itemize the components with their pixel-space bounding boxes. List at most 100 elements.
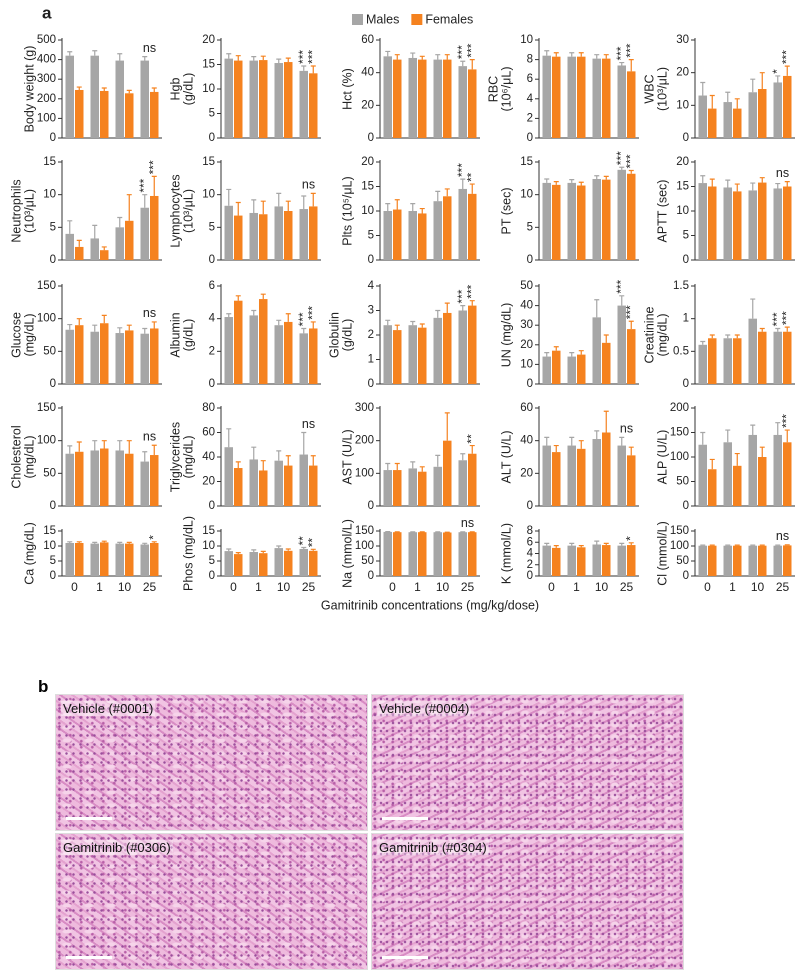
y-axis-label: Cl (mmol/L) — [655, 521, 669, 586]
y-tick-label: 0 — [50, 570, 56, 582]
error-bar — [544, 542, 550, 546]
bar — [115, 543, 124, 576]
bar — [708, 186, 717, 260]
error-bar — [394, 324, 400, 331]
error-bar — [594, 54, 600, 59]
image-label: Vehicle (#0001) — [61, 701, 156, 716]
y-tick-label: 4 — [368, 280, 375, 292]
error-bar — [301, 65, 307, 71]
error-bar — [750, 78, 756, 93]
bar — [249, 315, 258, 384]
error-bar — [628, 59, 634, 72]
error-bar — [759, 327, 765, 332]
bar — [150, 455, 159, 506]
bar — [383, 211, 392, 260]
bar — [249, 60, 258, 138]
x-tick-label: 0 — [71, 580, 78, 594]
y-tick-label: 150 — [670, 427, 689, 439]
bar — [90, 55, 99, 138]
error-bar — [578, 181, 584, 186]
error-bar — [444, 412, 450, 441]
y-tick-label: 0 — [527, 132, 533, 144]
y-tick-label: 60 — [520, 402, 533, 414]
bar — [393, 330, 402, 384]
error-bar — [260, 293, 266, 300]
y-tick-label: 60 — [361, 34, 374, 46]
y-tick-label: 100 — [670, 540, 689, 552]
bar — [115, 333, 124, 384]
error-bar — [142, 451, 148, 462]
error-bar — [117, 216, 123, 228]
bar — [234, 468, 243, 506]
error-bar — [67, 220, 73, 234]
bar — [723, 187, 732, 260]
y-axis-label: (10³/μL) — [22, 189, 36, 233]
error-bar — [784, 65, 790, 76]
error-bar — [709, 458, 715, 470]
error-bar — [419, 323, 425, 328]
y-tick-label: 15 — [202, 156, 215, 168]
y-tick-label: 0 — [527, 570, 533, 582]
y-axis-label: WBC — [642, 74, 656, 103]
error-bar — [101, 540, 107, 543]
error-bar — [235, 55, 241, 61]
bar — [65, 55, 74, 138]
y-tick-label: 5 — [368, 230, 374, 242]
bar — [393, 532, 402, 576]
x-tick-label: 25 — [620, 580, 634, 594]
error-bar — [394, 199, 400, 210]
significance-mark: *** — [623, 305, 637, 319]
bar — [773, 331, 782, 384]
significance-mark: ns — [461, 516, 474, 530]
image-label: Gamitrinib (#0304) — [377, 840, 489, 855]
bar — [627, 545, 636, 576]
bar — [274, 325, 283, 384]
error-bar — [117, 440, 123, 451]
error-bar — [142, 56, 148, 61]
bar — [783, 545, 792, 576]
bar — [299, 209, 308, 260]
y-tick-label: 300 — [355, 402, 374, 414]
error-bar — [544, 50, 550, 56]
y-tick-label: 40 — [361, 67, 374, 79]
error-bar — [101, 314, 107, 324]
y-tick-label: 400 — [37, 54, 56, 66]
bar — [65, 329, 74, 384]
error-bar — [276, 450, 282, 461]
error-bar — [444, 302, 450, 313]
y-tick-label: 40 — [520, 300, 533, 312]
y-tick-label: 200 — [355, 435, 374, 447]
bar — [224, 205, 233, 260]
y-tick-label: 20 — [361, 156, 374, 168]
bar — [723, 338, 732, 384]
error-bar — [310, 321, 316, 329]
x-tick-label: 10 — [751, 580, 765, 594]
error-bar — [310, 455, 316, 466]
bar — [748, 434, 757, 506]
error-bar — [759, 72, 765, 89]
bar — [458, 310, 467, 384]
error-bar — [301, 195, 307, 210]
y-tick-label: 10 — [520, 189, 533, 201]
bar — [309, 73, 318, 138]
bar — [443, 440, 452, 506]
error-bar — [775, 75, 781, 83]
bar — [274, 548, 283, 576]
error-bar — [435, 54, 441, 60]
y-tick-label: 0 — [368, 254, 374, 266]
error-bar — [251, 549, 257, 552]
bar — [577, 448, 586, 506]
bar — [100, 448, 109, 506]
panel-label: a — [42, 3, 52, 22]
significance-mark: * — [623, 536, 637, 541]
bar — [773, 434, 782, 506]
bar — [408, 57, 417, 138]
y-tick-label: 0 — [209, 254, 215, 266]
error-bar — [301, 431, 307, 455]
bar — [309, 328, 318, 384]
bar — [468, 532, 477, 576]
y-tick-label: 0 — [683, 570, 689, 582]
significance-mark: *** — [137, 178, 151, 192]
bar — [748, 92, 757, 138]
bar — [274, 460, 283, 506]
